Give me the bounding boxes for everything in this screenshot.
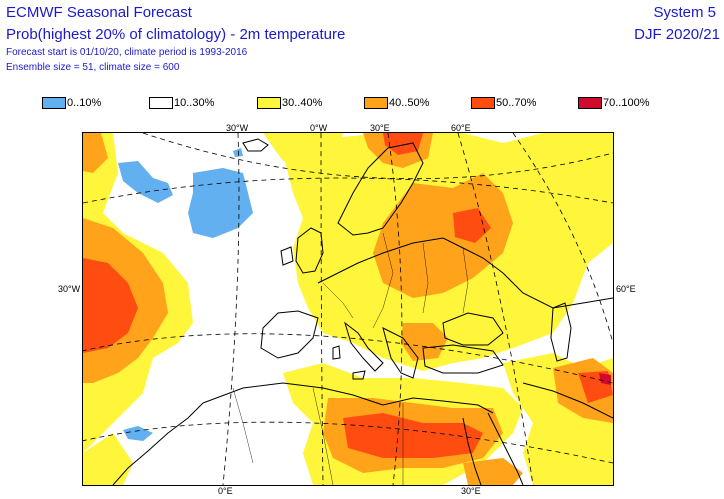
legend-label: 70..100% bbox=[603, 97, 650, 109]
coastlines bbox=[112, 138, 613, 485]
legend-swatch bbox=[149, 97, 173, 109]
blue-regions bbox=[118, 148, 253, 441]
borders bbox=[232, 232, 469, 485]
legend-item-40-50: 40..50% bbox=[364, 96, 429, 110]
chart-subtitle: Prob(highest 20% of climatology) - 2m te… bbox=[6, 26, 346, 43]
legend-item-70-100: 70..100% bbox=[578, 96, 649, 110]
legend-swatch bbox=[257, 97, 281, 109]
legend-item-0-10: 0..10% bbox=[42, 96, 101, 110]
chart-title: ECMWF Seasonal Forecast bbox=[6, 4, 192, 21]
legend-label: 40..50% bbox=[389, 97, 430, 109]
lon-label-bottom-0e: 0°E bbox=[218, 486, 233, 496]
lon-label-bottom-30e: 30°E bbox=[461, 486, 481, 496]
legend-label: 0..10% bbox=[67, 97, 102, 109]
legend-label: 30..40% bbox=[282, 97, 323, 109]
lat-label-left-30w: 30°W bbox=[58, 284, 81, 294]
legend-item-50-70: 50..70% bbox=[471, 96, 536, 110]
legend-item-30-40: 30..40% bbox=[257, 96, 322, 110]
legend-swatch bbox=[42, 97, 66, 109]
lon-label-top-30w: 30°W bbox=[226, 123, 249, 133]
lon-label-top-60e: 60°E bbox=[451, 123, 471, 133]
graticule bbox=[83, 133, 613, 485]
system-label: System 5 bbox=[653, 4, 716, 21]
legend-swatch bbox=[364, 97, 388, 109]
map-svg bbox=[83, 133, 613, 485]
legend-item-10-30: 10..30% bbox=[149, 96, 214, 110]
legend-swatch bbox=[578, 97, 602, 109]
lon-label-top-30e: 30°E bbox=[370, 123, 390, 133]
legend-label: 50..70% bbox=[496, 97, 537, 109]
red-orange-regions bbox=[83, 133, 613, 458]
map-panel bbox=[82, 132, 614, 486]
forecast-info: Forecast start is 01/10/20, climate peri… bbox=[6, 47, 248, 58]
legend-label: 10..30% bbox=[174, 97, 215, 109]
lon-label-top-0w: 0°W bbox=[310, 123, 328, 133]
lat-label-right-60e: 60°E bbox=[616, 284, 636, 294]
period-label: DJF 2020/21 bbox=[634, 26, 720, 43]
ensemble-info: Ensemble size = 51, climate size = 600 bbox=[6, 62, 180, 73]
legend-swatch bbox=[471, 97, 495, 109]
